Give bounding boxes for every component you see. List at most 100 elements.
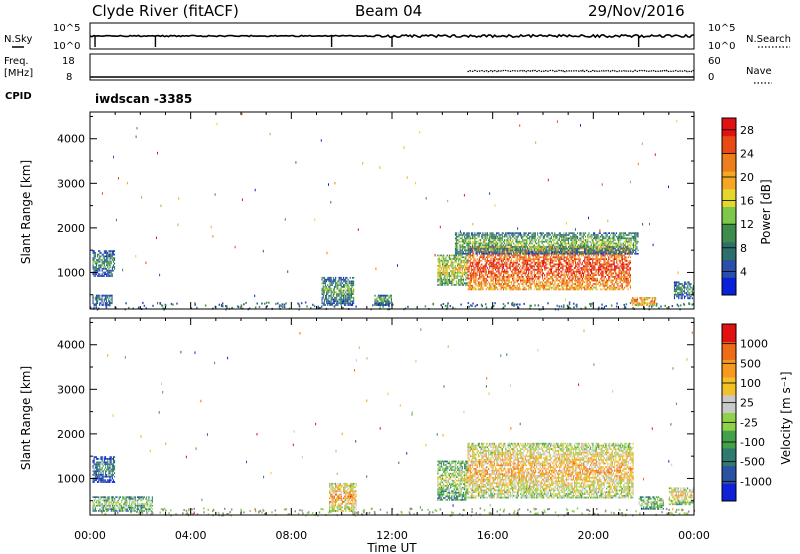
echo-cell [541,270,543,273]
echo-cell [387,294,389,297]
echo-cell [603,279,605,282]
echo-cell [499,284,501,287]
echo-cell [465,237,467,240]
echo-cell [554,234,556,236]
echo-cell [516,265,518,268]
echo-cell [571,260,573,262]
echo-cell [605,261,607,264]
echo-cell [97,269,99,272]
echo-cell [572,256,574,259]
echo-cell [446,275,448,278]
echo-cell [475,246,477,248]
echo-cell [571,256,573,259]
echo-cell [379,304,381,306]
echo-cell [459,252,461,255]
freq-label-line2: [MHz] [4,68,33,79]
echo-cell [482,251,484,253]
echo-cell [507,232,509,234]
echo-cell [603,254,605,257]
echo-cell [452,280,454,283]
echo-cell [105,255,107,258]
echo-cell [627,277,629,280]
echo-cell [523,242,525,245]
echo-cell [604,252,606,255]
echo-cell [477,263,479,266]
echo-cell [508,265,510,268]
echo-cell [102,266,104,268]
echo-cell [472,234,474,236]
echo-cell [490,288,492,291]
echo-cell [616,286,618,289]
echo-cell [547,274,549,276]
echo-cell [440,278,442,281]
echo-cell [619,276,621,278]
echo-cell [477,234,479,236]
echo-cell [561,267,563,269]
echo-cell [629,277,631,280]
echo-cell [610,260,612,262]
echo-cell [545,239,547,241]
echo-cell [561,240,563,243]
echo-cell [500,246,502,248]
echo-cell [477,261,479,264]
echo-cell [517,288,519,291]
echo-cell [505,265,507,268]
echo-cell [575,240,577,243]
echo-cell [602,267,604,269]
echo-cell [477,240,479,243]
ground-scatter-cell [598,306,600,309]
echo-cell [456,240,458,243]
echo-cell [541,277,543,280]
echo-cell [337,304,339,306]
echo-cell [107,255,109,258]
echo-cell [608,268,610,271]
echo-cell [599,267,601,269]
echo-cell [495,268,497,271]
echo-cell [507,260,509,262]
echo-cell [100,266,102,268]
echo-cell [548,234,550,236]
echo-cell [473,268,475,271]
echo-cell [485,249,487,252]
echo-cell [489,263,491,266]
echo-cell [549,272,551,275]
echo-cell [517,272,519,275]
echo-cell [556,279,558,282]
echo-cell [532,281,534,284]
echo-cell [520,242,522,245]
echo-cell [610,249,612,252]
echo-cell [554,263,556,266]
speckle-cell [160,204,162,208]
echo-cell [547,252,549,255]
echo-cell [390,298,392,301]
echo-cell [497,268,499,271]
echo-cell [328,296,330,299]
echo-cell [572,251,574,253]
ground-scatter-cell [474,305,477,308]
echo-cell [608,258,610,260]
echo-cell [545,258,547,260]
echo-cell [484,277,486,280]
echo-cell [464,256,466,259]
echo-cell [539,276,541,278]
echo-cell [617,256,619,259]
echo-cell [376,298,378,301]
echo-cell [475,260,477,262]
echo-cell [464,261,466,264]
echo-cell [347,284,349,286]
echo-cell [612,272,614,275]
echo-cell [626,252,628,255]
echo-cell [608,256,610,259]
echo-cell [548,272,550,275]
echo-cell [571,265,573,268]
echo-cell [530,284,532,287]
echo-cell [484,281,486,284]
echo-cell [101,275,103,277]
echo-cell [452,272,454,274]
echo-cell [506,244,508,246]
echo-cell [538,284,540,287]
echo-cell [577,254,579,257]
echo-cell [482,232,484,234]
echo-cell [511,286,513,289]
echo-cell [497,246,499,248]
